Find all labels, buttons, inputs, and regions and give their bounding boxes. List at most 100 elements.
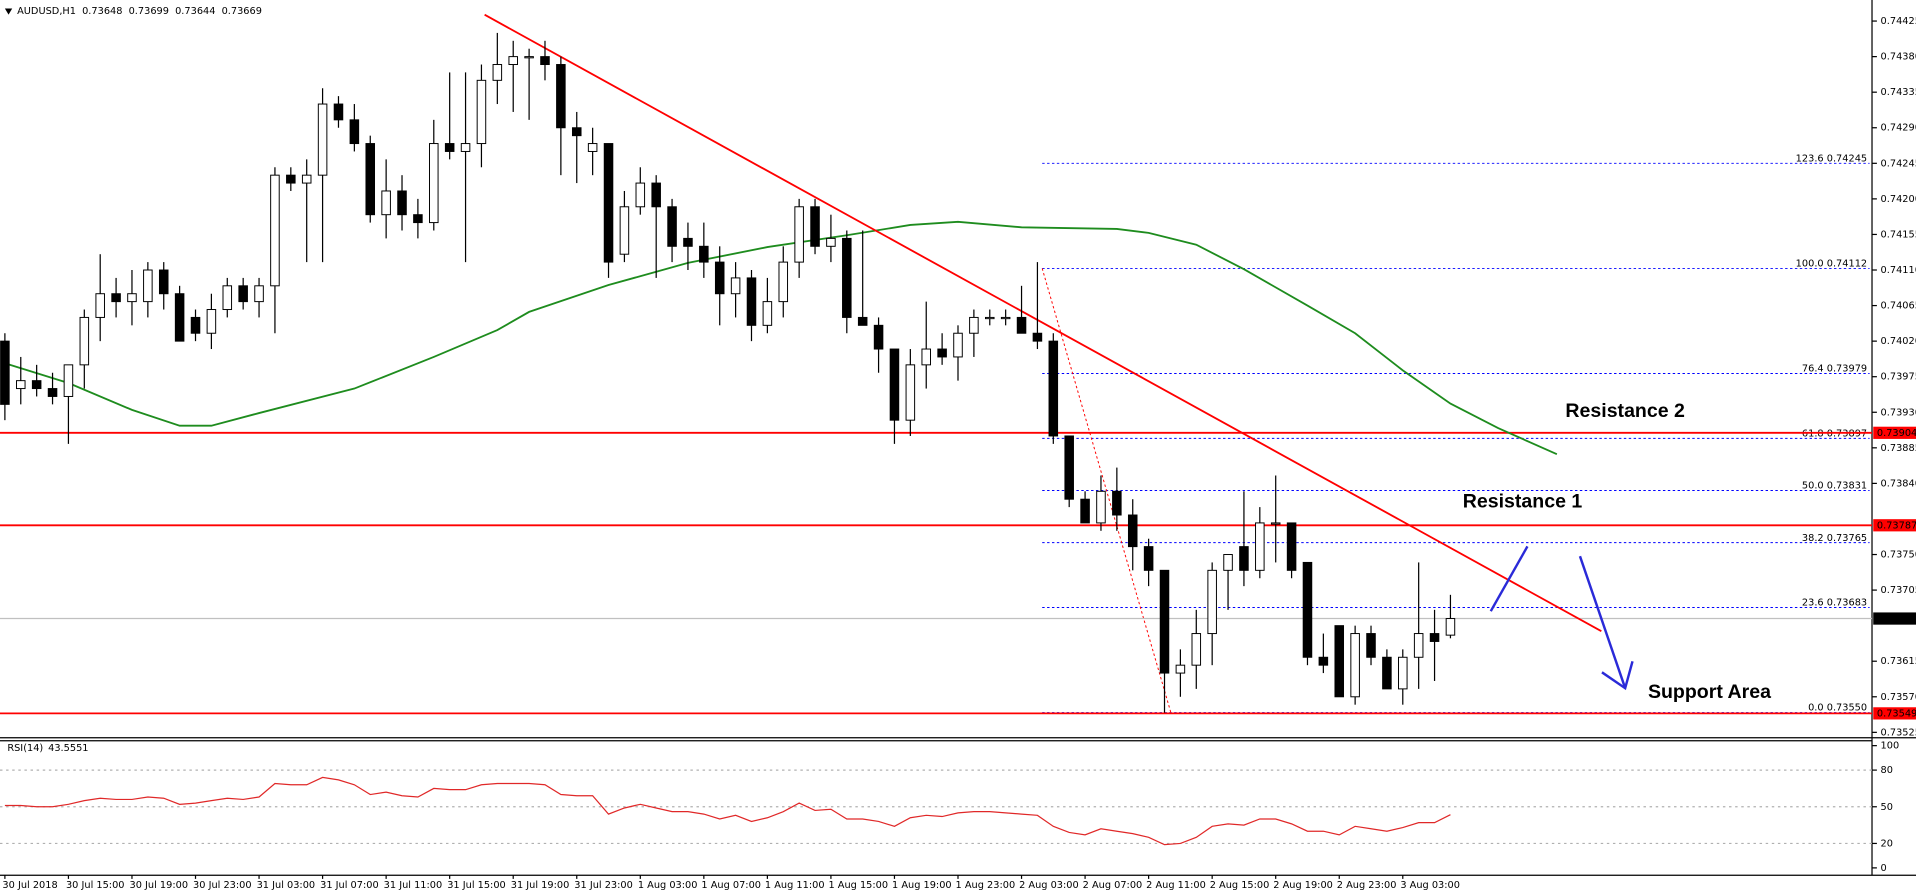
rsi-value: 43.5551 — [48, 743, 88, 754]
price-label: 0.73904 — [1877, 428, 1916, 439]
candle-body — [190, 316, 201, 334]
candle-body — [286, 174, 296, 184]
candle-body — [16, 380, 26, 390]
candle-body — [1302, 561, 1313, 658]
candle-body — [603, 143, 614, 263]
candle-body — [1286, 522, 1297, 571]
x-tick-label: 2 Aug 19:00 — [1273, 880, 1333, 891]
x-tick-label: 2 Aug 03:00 — [1019, 880, 1079, 891]
candle-body — [47, 388, 58, 397]
x-tick-label: 1 Aug 11:00 — [765, 880, 825, 891]
y-tick-label: 0.74245 — [1881, 158, 1916, 169]
candle-body — [0, 340, 10, 405]
candle-body — [1159, 569, 1170, 674]
candle-body — [222, 285, 233, 311]
candle-body — [31, 380, 42, 390]
candle-body — [429, 143, 439, 224]
x-tick-label: 3 Aug 03:00 — [1400, 880, 1460, 891]
arrow-head — [1601, 660, 1634, 691]
candle-body — [699, 245, 709, 263]
candle-body — [1382, 656, 1392, 690]
x-tick-label: 30 Jul 2018 — [2, 880, 57, 891]
candle-body — [397, 190, 407, 216]
x-tick-label: 2 Aug 15:00 — [1210, 880, 1270, 891]
rsi-tick-label: 0 — [1881, 863, 1887, 874]
x-tick-label: 1 Aug 07:00 — [701, 880, 761, 891]
candle-body — [1413, 633, 1424, 658]
x-tick-label: 2 Aug 07:00 — [1083, 880, 1143, 891]
candle-body — [810, 206, 820, 247]
candle-body — [1191, 633, 1202, 666]
candle-body — [1016, 316, 1027, 334]
candle-body — [301, 174, 312, 184]
rsi-tick-label: 20 — [1881, 838, 1893, 849]
candle-body — [683, 237, 693, 247]
candle-body — [238, 285, 248, 303]
candle-body — [905, 364, 916, 421]
candle-body — [937, 348, 947, 358]
candle-body — [1350, 633, 1360, 698]
fib-label: 100.0 0.74112 — [1796, 259, 1867, 270]
candle-body — [921, 348, 931, 366]
candle-body — [1366, 633, 1376, 658]
y-tick-label: 0.74155 — [1881, 229, 1916, 240]
x-tick-label: 31 Jul 23:00 — [574, 880, 633, 891]
candle-body — [985, 316, 995, 320]
fib-label: 123.6 0.74245 — [1796, 153, 1867, 164]
candle-body — [1334, 625, 1345, 698]
y-tick-label: 0.74425 — [1881, 16, 1916, 27]
rsi-tick-label: 100 — [1881, 741, 1900, 752]
candle-body — [1207, 569, 1217, 635]
x-tick-label: 31 Jul 07:00 — [320, 880, 379, 891]
candle-body — [651, 182, 661, 208]
candle-body — [254, 285, 264, 303]
candle-body — [1398, 656, 1408, 690]
rsi-tick-label: 50 — [1881, 802, 1893, 813]
candle-body — [1048, 340, 1059, 437]
header-arrow — [4, 8, 13, 15]
candle-body — [174, 293, 185, 342]
rsi-title: RSI(14) — [7, 743, 43, 754]
fib-label: 61.8 0.73897 — [1802, 428, 1867, 439]
candle-body — [540, 56, 550, 66]
candle-body — [460, 143, 471, 152]
candle-body — [158, 269, 169, 295]
candle-body — [953, 332, 963, 358]
annotation: Resistance 2 — [1565, 400, 1685, 422]
annotation: Support Area — [1648, 681, 1771, 703]
candle-body — [1175, 664, 1186, 674]
fib-label: 23.6 0.73683 — [1802, 598, 1867, 609]
candle-body — [667, 206, 677, 247]
rsi-tick-label: 80 — [1881, 765, 1893, 776]
candle-body — [1429, 633, 1440, 642]
trendline — [484, 13, 1602, 632]
candle-body — [1318, 656, 1329, 666]
candle-body — [1270, 522, 1281, 525]
candle-body — [571, 127, 582, 137]
candle-body — [556, 64, 566, 129]
y-tick-label: 0.73885 — [1881, 443, 1916, 454]
header-value: 0.73669 — [222, 6, 262, 17]
fib-label: 76.4 0.73979 — [1802, 364, 1867, 375]
candle-body — [333, 103, 344, 121]
candle-body — [857, 316, 868, 326]
y-tick-label: 0.73525 — [1881, 727, 1916, 738]
candle-body — [1000, 316, 1011, 320]
candle-body — [413, 214, 423, 224]
x-tick-label: 30 Jul 15:00 — [66, 880, 125, 891]
x-tick-label: 1 Aug 23:00 — [956, 880, 1016, 891]
candle-body — [270, 174, 280, 287]
candle-body — [762, 301, 773, 326]
candle-body — [730, 277, 741, 295]
candle-body — [206, 309, 217, 334]
arrow-up — [1489, 545, 1529, 612]
price-label: 0.73787 — [1877, 520, 1916, 531]
